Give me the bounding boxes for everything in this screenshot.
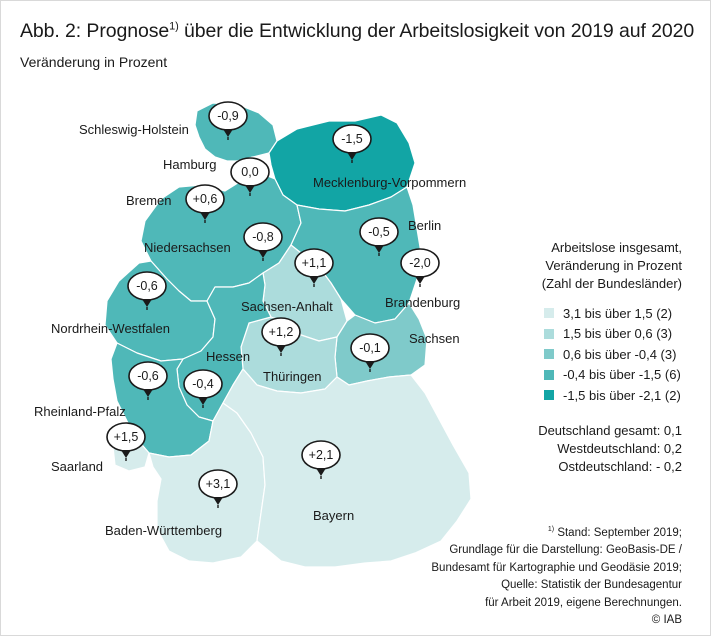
totals-block: Deutschland gesamt: 0,1 Westdeutschland:… bbox=[538, 422, 682, 476]
legend-item: -0,4 bis über -1,5 (6) bbox=[544, 365, 681, 386]
pin-niedersachsen: -0,8 bbox=[243, 222, 283, 262]
legend-label: 3,1 bis über 1,5 (2) bbox=[563, 305, 673, 321]
pin-thueringen: +1,2 bbox=[261, 317, 301, 357]
footnote-line: © IAB bbox=[651, 614, 682, 627]
label-thueringen: Thüringen bbox=[263, 369, 322, 384]
pin-sachsen: -0,1 bbox=[350, 333, 390, 373]
pin-berlin: -0,5 bbox=[359, 217, 399, 257]
pin-baden-wuerttemberg: +3,1 bbox=[198, 469, 238, 509]
label-hessen: Hessen bbox=[206, 349, 250, 364]
label-nordrhein-westfalen: Nordrhein-Westfalen bbox=[51, 321, 170, 336]
legend-swatch bbox=[544, 349, 554, 360]
states-layer bbox=[104, 102, 472, 568]
source-footnote: 1) Stand: September 2019; Grundlage für … bbox=[431, 521, 682, 630]
pin-value: -0,1 bbox=[359, 341, 381, 355]
legend-item: 1,5 bis über 0,6 (3) bbox=[544, 324, 681, 345]
pin-value: +0,6 bbox=[193, 192, 218, 206]
figure-title: Abb. 2: Prognose1) über die Entwicklung … bbox=[20, 20, 694, 43]
pin-rheinland-pfalz: -0,6 bbox=[128, 361, 168, 401]
label-bremen: Bremen bbox=[126, 193, 172, 208]
pin-value: -0,6 bbox=[136, 279, 158, 293]
pin-mecklenburg-vorpommern: -1,5 bbox=[332, 124, 372, 164]
footnote-line: für Arbeit 2019, eigene Berechnungen. bbox=[485, 596, 682, 609]
footnote-text: Stand: September 2019; bbox=[554, 526, 682, 539]
label-saarland: Saarland bbox=[51, 459, 103, 474]
legend-label: 0,6 bis über -0,4 (3) bbox=[563, 346, 677, 362]
pin-schleswig-holstein: -0,9 bbox=[208, 101, 248, 141]
pin-bremen: +0,6 bbox=[185, 184, 225, 224]
label-brandenburg: Brandenburg bbox=[385, 295, 460, 310]
label-sachsen-anhalt: Sachsen-Anhalt bbox=[241, 299, 333, 314]
total-east: Ostdeutschland: - 0,2 bbox=[558, 459, 682, 474]
label-sachsen: Sachsen bbox=[409, 331, 460, 346]
pin-sachsen-anhalt: +1,1 bbox=[294, 248, 334, 288]
total-germany: Deutschland gesamt: 0,1 bbox=[538, 423, 682, 438]
pin-value: -1,5 bbox=[341, 132, 363, 146]
pin-value: +3,1 bbox=[206, 477, 231, 491]
label-baden-wuerttemberg: Baden-Württemberg bbox=[105, 523, 222, 538]
title-prefix: Abb. 2: Prognose bbox=[20, 20, 170, 42]
value-pins-layer: -0,9 0,0 -1,5 +0,6 -0,5 -0,8 -2,0 +1,1 -… bbox=[106, 101, 440, 509]
legend-title-line: Arbeitslose insgesamt, bbox=[551, 240, 682, 255]
legend-swatch bbox=[544, 390, 554, 401]
legend-title-line: (Zahl der Bundesländer) bbox=[541, 276, 682, 291]
pin-hessen: -0,4 bbox=[183, 369, 223, 409]
legend-title-line: Veränderung in Prozent bbox=[545, 258, 682, 273]
footnote-marker: 1) bbox=[547, 526, 555, 533]
legend-swatch bbox=[544, 308, 554, 319]
pin-value: +1,2 bbox=[269, 325, 294, 339]
pin-value: -0,8 bbox=[252, 230, 274, 244]
legend-item: 3,1 bis über 1,5 (2) bbox=[544, 303, 681, 324]
pin-saarland: +1,5 bbox=[106, 422, 146, 462]
label-berlin: Berlin bbox=[408, 218, 441, 233]
pin-value: -0,5 bbox=[368, 225, 390, 239]
pin-nordrhein-westfalen: -0,6 bbox=[127, 271, 167, 311]
footnote-line: Bundesamt für Kartographie und Geodäsie … bbox=[431, 561, 682, 574]
legend-label: 1,5 bis über 0,6 (3) bbox=[563, 326, 673, 342]
legend: 3,1 bis über 1,5 (2) 1,5 bis über 0,6 (3… bbox=[544, 303, 681, 406]
state-labels-layer: Schleswig-Holstein Hamburg Mecklenburg-V… bbox=[34, 122, 466, 538]
title-footnote-marker: 1) bbox=[169, 20, 179, 33]
footnote-line: Grundlage für die Darstellung: GeoBasis-… bbox=[449, 544, 682, 557]
pin-bayern: +2,1 bbox=[301, 440, 341, 480]
legend-swatch bbox=[544, 328, 554, 339]
legend-label: -0,4 bis über -1,5 (6) bbox=[563, 367, 681, 383]
label-hamburg: Hamburg bbox=[163, 157, 216, 172]
legend-title: Arbeitslose insgesamt, Veränderung in Pr… bbox=[502, 239, 682, 293]
footnote-line: Quelle: Statistik der Bundesagentur bbox=[501, 579, 682, 592]
total-west: Westdeutschland: 0,2 bbox=[557, 441, 682, 456]
title-suffix: über die Entwicklung der Arbeitslosigkei… bbox=[178, 20, 695, 42]
pin-value: -0,6 bbox=[137, 369, 159, 383]
pin-hamburg: 0,0 bbox=[230, 157, 270, 197]
legend-label: -1,5 bis über -2,1 (2) bbox=[563, 387, 681, 403]
label-bayern: Bayern bbox=[313, 508, 354, 523]
label-schleswig-holstein: Schleswig-Holstein bbox=[79, 122, 189, 137]
legend-swatch bbox=[544, 369, 554, 380]
pin-value: +1,5 bbox=[114, 430, 139, 444]
figure-subtitle: Veränderung in Prozent bbox=[20, 54, 168, 70]
pin-brandenburg: -2,0 bbox=[400, 248, 440, 288]
legend-item: -1,5 bis über -2,1 (2) bbox=[544, 385, 681, 406]
pin-value: -0,4 bbox=[192, 377, 214, 391]
label-niedersachsen: Niedersachsen bbox=[144, 240, 231, 255]
state-bayern bbox=[222, 368, 472, 568]
legend-item: 0,6 bis über -0,4 (3) bbox=[544, 344, 681, 365]
footnote-line: 1) Stand: September 2019; bbox=[431, 521, 682, 542]
pin-value: +2,1 bbox=[309, 448, 334, 462]
pin-value: -2,0 bbox=[409, 256, 431, 270]
pin-value: -0,9 bbox=[217, 109, 239, 123]
label-rheinland-pfalz: Rheinland-Pfalz bbox=[34, 404, 126, 419]
label-mecklenburg-vorpommern: Mecklenburg-Vorpommern bbox=[313, 175, 466, 190]
pin-value: 0,0 bbox=[241, 165, 258, 179]
pin-value: +1,1 bbox=[302, 256, 327, 270]
